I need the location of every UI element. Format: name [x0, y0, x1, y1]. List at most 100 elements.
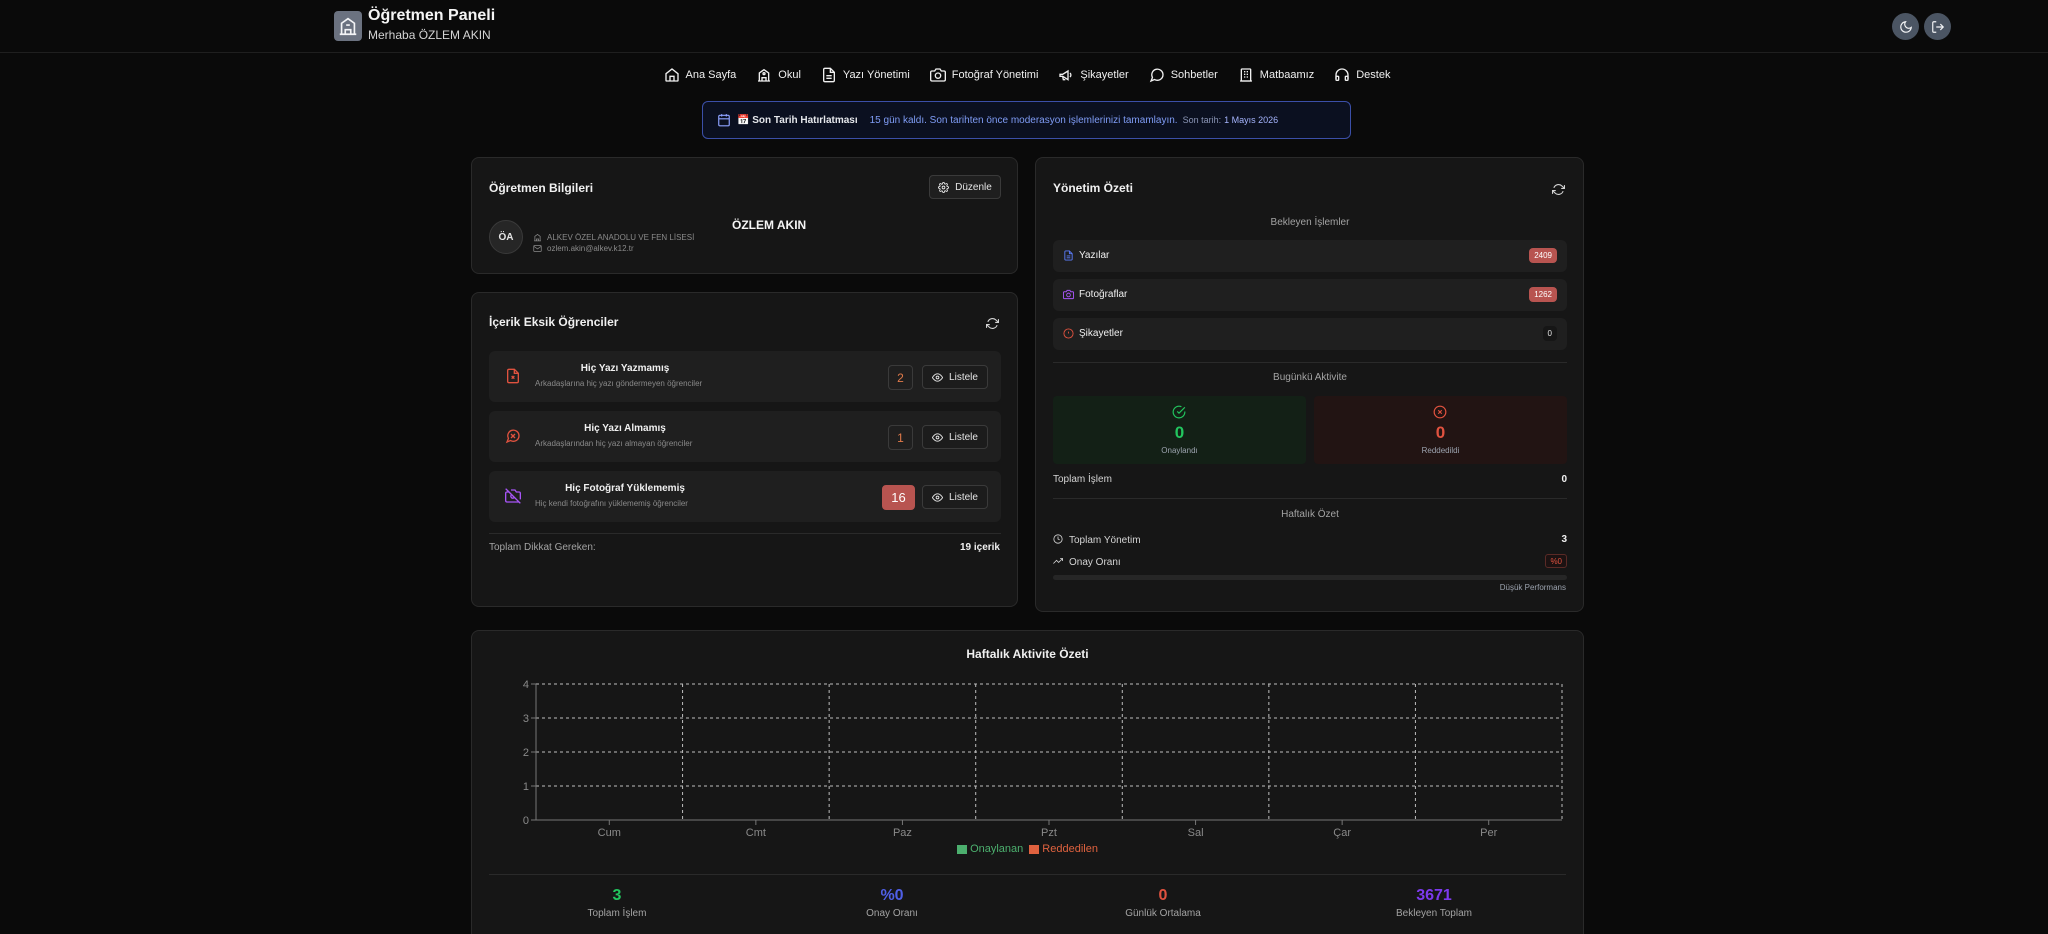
card-title: Öğretmen Bilgileri	[489, 181, 594, 195]
stat-pending-total: 3671 Bekleyen Toplam	[1334, 887, 1534, 919]
eye-icon	[932, 492, 944, 502]
stat-value: 0	[1158, 887, 1168, 904]
list-button[interactable]: Listele	[922, 365, 988, 389]
email-line: ozlem.akin@alkev.k12.tr	[533, 244, 634, 253]
total-ops-value: 0	[1561, 474, 1567, 485]
deadline-banner: 📅 Son Tarih Hatırlatması 15 gün kaldı. S…	[702, 101, 1351, 139]
list-label: Listele	[949, 371, 978, 383]
legend-swatch	[957, 844, 968, 854]
total-ops-label: Toplam İşlem	[1053, 474, 1112, 485]
alert-icon	[1063, 328, 1074, 339]
divider	[1053, 498, 1567, 499]
stat-total-ops: 3 Toplam İşlem	[517, 887, 717, 919]
total-value: 19 içerik	[959, 542, 1000, 553]
theme-toggle-button[interactable]	[1892, 13, 1919, 40]
school-logo-icon	[334, 11, 362, 41]
row-subtitle: Hiç kendi fotoğrafını yüklememiş öğrenci…	[535, 499, 688, 508]
greeting-text: Merhaba ÖZLEM AKIN	[368, 28, 491, 42]
nav-item-school[interactable]: Okul	[756, 64, 801, 86]
pending-label: Şikayetler	[1079, 328, 1123, 339]
camera-icon	[929, 68, 946, 82]
chart-legend: Onaylanan Reddedilen	[472, 843, 1583, 855]
pending-writings-row[interactable]: Yazılar 2409	[1053, 240, 1567, 272]
logout-button[interactable]	[1924, 13, 1951, 40]
legend-item[interactable]: Onaylanan	[957, 843, 1023, 855]
refresh-icon	[1551, 183, 1565, 195]
weekly-total-row: Toplam Yönetim 3	[1053, 534, 1567, 546]
y-tick-label: 1	[523, 781, 529, 793]
pending-count-badge: 2409	[1529, 248, 1557, 263]
pending-label: Yazılar	[1079, 250, 1110, 261]
divider	[489, 874, 1566, 875]
megaphone-icon	[1059, 69, 1072, 81]
x-tick-label: Pzt	[1041, 827, 1057, 839]
pending-label: Fotoğraflar	[1079, 289, 1128, 300]
trending-up-icon	[1053, 558, 1063, 564]
legend-item[interactable]: Reddedilen	[1029, 843, 1098, 855]
nav-item-photos[interactable]: Fotoğraf Yönetimi	[929, 64, 1039, 86]
x-tick-label: Paz	[893, 827, 912, 839]
nav-label: Okul	[778, 69, 801, 81]
deadline-date: 1 Mayıs 2026	[1224, 115, 1279, 125]
refresh-icon	[985, 317, 999, 329]
teacher-info-card: Öğretmen Bilgileri Düzenle ÖA ÖZLEM AKIN…	[471, 157, 1018, 274]
row-title: Hiç Fotoğraf Yüklememiş	[565, 483, 685, 494]
pending-complaints-row[interactable]: Şikayetler 0	[1053, 318, 1567, 350]
building-icon	[1239, 68, 1252, 82]
stat-value: 3671	[1416, 887, 1452, 904]
nav-item-complaints[interactable]: Şikayetler	[1058, 64, 1129, 86]
stat-approval-rate: %0 Onay Oranı	[792, 887, 992, 919]
y-tick-label: 3	[523, 713, 529, 725]
edit-button[interactable]: Düzenle	[929, 175, 1001, 199]
chat-icon	[1149, 68, 1164, 83]
legend-swatch	[1029, 844, 1040, 854]
weekly-total-label: Toplam Yönetim	[1069, 535, 1141, 546]
deadline-label: Son tarih:	[1182, 115, 1222, 125]
nav-item-chats[interactable]: Sohbetler	[1149, 64, 1218, 86]
card-title: Yönetim Özeti	[1053, 181, 1134, 195]
y-tick-label: 0	[523, 815, 529, 827]
stat-label: Onay Oranı	[866, 908, 918, 919]
legend-label: Onaylanan	[970, 843, 1024, 855]
x-tick-label: Per	[1480, 827, 1497, 839]
row-subtitle: Arkadaşlarından hiç yazı almayan öğrenci…	[535, 439, 693, 448]
approved-count: 0	[1174, 423, 1185, 442]
nav-item-print-shop[interactable]: Matbaamız	[1238, 64, 1314, 86]
stat-daily-average: 0 Günlük Ortalama	[1063, 887, 1263, 919]
nav-item-support[interactable]: Destek	[1334, 64, 1390, 86]
calendar-icon	[718, 114, 730, 127]
list-label: Listele	[949, 491, 978, 503]
list-button[interactable]: Listele	[922, 425, 988, 449]
document-icon	[822, 67, 835, 83]
moon-icon	[1899, 20, 1912, 33]
list-button[interactable]: Listele	[922, 485, 988, 509]
nav-item-writings[interactable]: Yazı Yönetimi	[821, 64, 910, 86]
stat-label: Günlük Ortalama	[1125, 908, 1201, 919]
no-message-icon	[505, 429, 520, 444]
x-circle-icon	[1433, 405, 1447, 419]
home-icon	[664, 68, 679, 82]
management-summary-card: Yönetim Özeti Bekleyen İşlemler Yazılar …	[1035, 157, 1584, 612]
stat-value: 3	[612, 887, 622, 904]
x-tick-label: Çar	[1333, 827, 1351, 839]
app-title: Öğretmen Paneli	[368, 7, 496, 24]
count-badge: 1	[888, 425, 913, 450]
stat-label: Toplam İşlem	[587, 908, 647, 919]
refresh-button[interactable]	[1549, 180, 1567, 198]
nav-label: Sohbetler	[1170, 69, 1218, 81]
gear-icon	[938, 181, 950, 193]
approval-progress-bar	[1053, 575, 1567, 580]
nav-label: Matbaamız	[1259, 69, 1315, 81]
nav-label: Fotoğraf Yönetimi	[951, 69, 1039, 81]
weekly-total-value: 3	[1561, 534, 1567, 545]
nav-item-home[interactable]: Ana Sayfa	[664, 64, 736, 86]
y-tick-label: 4	[523, 679, 529, 691]
pending-photos-row[interactable]: Fotoğraflar 1262	[1053, 279, 1567, 311]
rejected-box: 0 Reddedildi	[1314, 396, 1567, 464]
rejected-count: 0	[1435, 423, 1446, 442]
x-tick-label: Sal	[1188, 827, 1204, 839]
mail-icon	[533, 245, 542, 252]
refresh-button[interactable]	[983, 314, 1001, 332]
nav-label: Şikayetler	[1080, 69, 1129, 81]
stat-value: %0	[880, 887, 904, 904]
